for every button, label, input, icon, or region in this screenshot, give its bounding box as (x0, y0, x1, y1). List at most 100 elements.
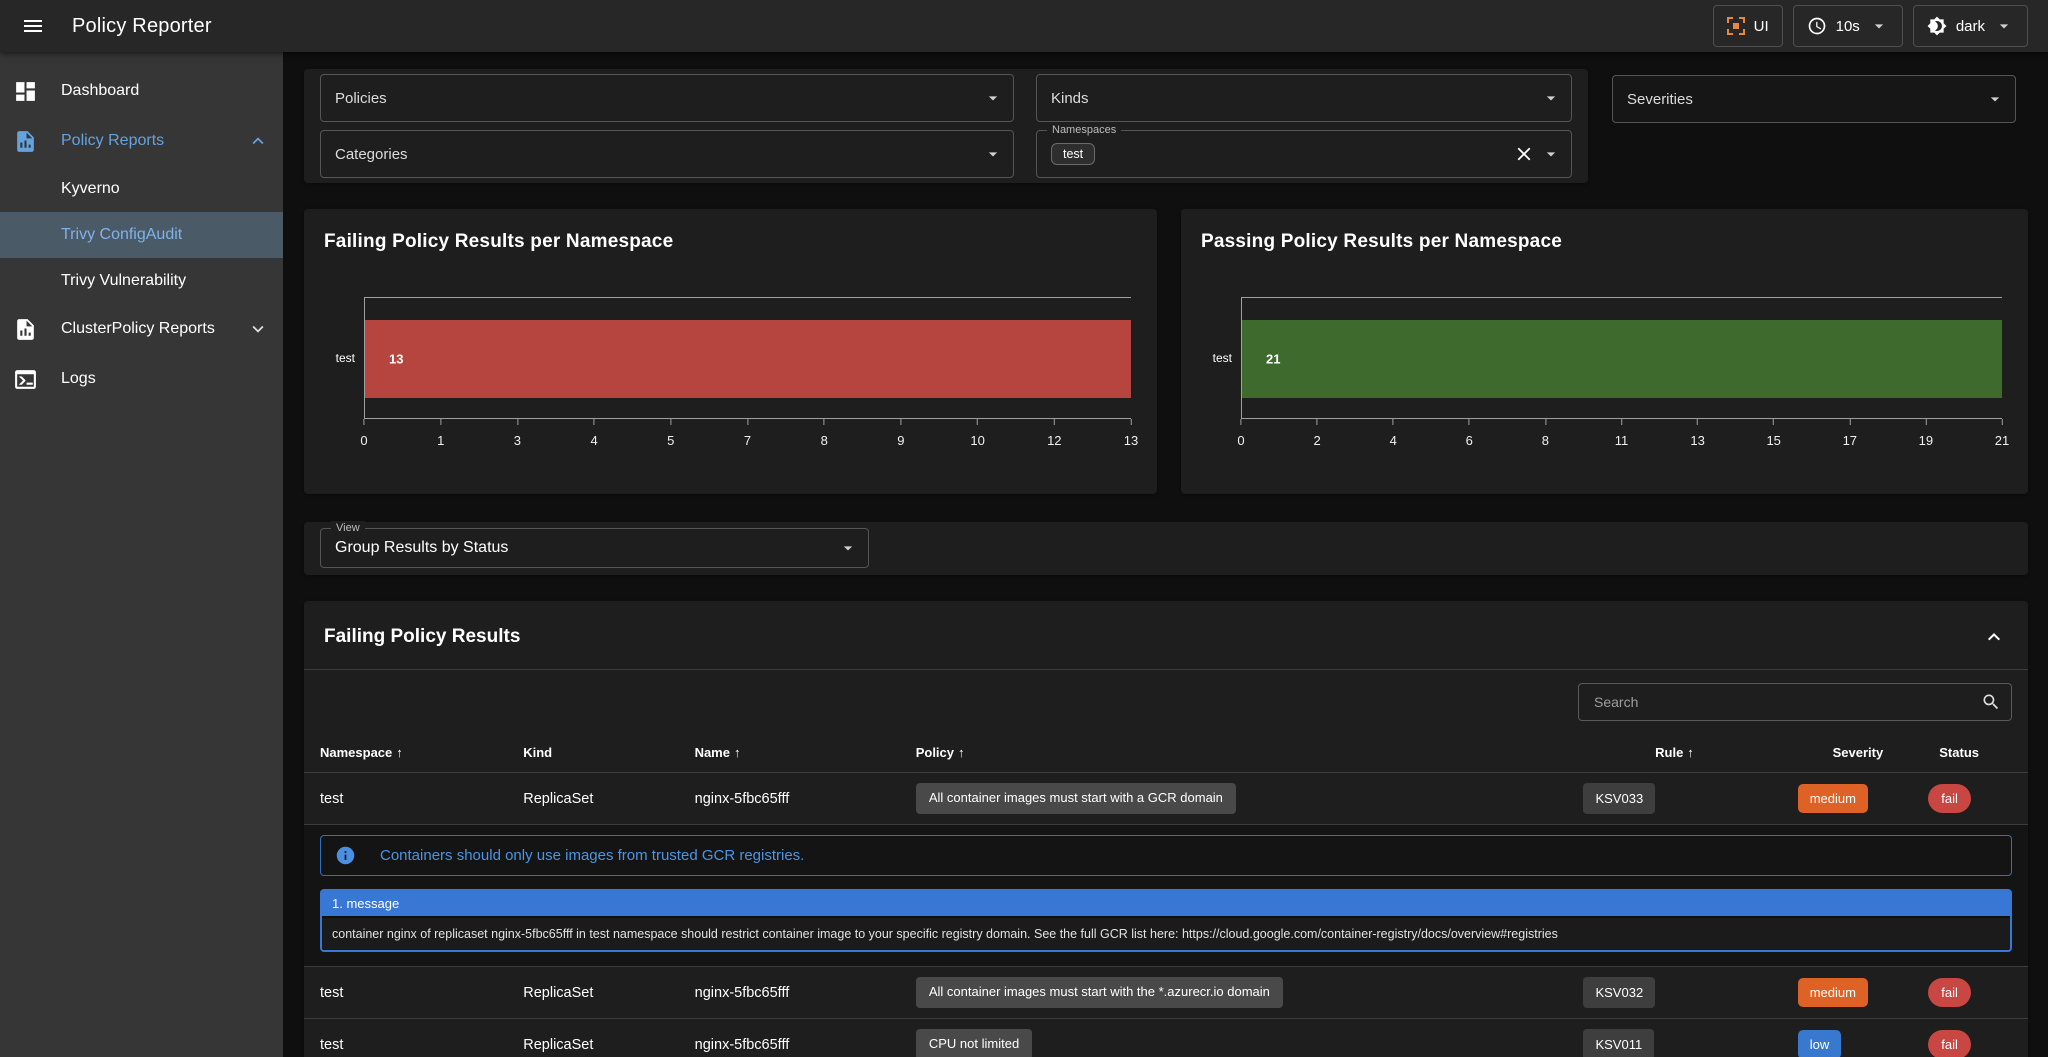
search-input[interactable] (1592, 693, 1981, 711)
sidebar-item-trivy-configaudit[interactable]: Trivy ConfigAudit (0, 212, 283, 258)
cell-rule: KSV032 (1583, 977, 1797, 1008)
x-axis-tick-label: 0 (360, 433, 367, 448)
sidebar-item-logs[interactable]: Logs (0, 354, 283, 404)
column-header-namespace[interactable]: Namespace↑ (320, 745, 523, 760)
x-axis-tick: 10 (970, 419, 984, 448)
namespaces-select[interactable]: Namespaces test (1036, 130, 1572, 178)
chevron-down-icon (838, 538, 858, 558)
policies-select[interactable]: Policies (320, 74, 1014, 122)
table-row[interactable]: testReplicaSetnginx-5fbc65fffCPU not lim… (304, 1019, 2028, 1057)
x-axis-tick-label: 1 (437, 433, 444, 448)
x-axis-tick: 2 (1313, 419, 1320, 448)
sidebar-item-kyverno[interactable]: Kyverno (0, 166, 283, 212)
x-axis-tick: 21 (1995, 419, 2009, 448)
failing-chart-card: Failing Policy Results per Namespace tes… (304, 209, 1157, 494)
filters-card: Policies Kinds Categories Namespaces (304, 69, 1588, 183)
sort-asc-icon: ↑ (396, 745, 403, 760)
x-axis-tick: 1 (437, 419, 444, 448)
refresh-interval-value: 10s (1836, 18, 1860, 35)
column-header-kind[interactable]: Kind (523, 745, 694, 760)
collapse-icon[interactable] (1982, 625, 2006, 649)
severity-badge: low (1798, 1030, 1842, 1057)
view-select[interactable]: View Group Results by Status (320, 528, 869, 568)
x-axis-tick-label: 17 (1843, 433, 1857, 448)
view-card: View Group Results by Status (304, 522, 2028, 575)
chevron-down-icon (1869, 16, 1889, 36)
x-axis-tick: 12 (1047, 419, 1061, 448)
x-axis-ticks: 01345789101213 (364, 419, 1131, 455)
chevron-down-icon (1541, 88, 1561, 108)
sidebar-item-policy-reports[interactable]: Policy Reports (0, 116, 283, 166)
categories-select-label: Categories (335, 146, 408, 163)
cell-namespace: test (320, 1037, 523, 1053)
theme-select[interactable]: dark (1913, 5, 2028, 47)
cell-namespace: test (320, 791, 523, 807)
column-header-severity[interactable]: Severity (1798, 745, 1913, 760)
table-row[interactable]: testReplicaSetnginx-5fbc65fffAll contain… (304, 967, 2028, 1019)
results-title: Failing Policy Results (324, 626, 520, 648)
sidebar-item-clusterpolicy-reports[interactable]: ClusterPolicy Reports (0, 304, 283, 354)
ui-button[interactable]: UI (1713, 5, 1783, 47)
kinds-select-label: Kinds (1051, 90, 1089, 107)
refresh-interval-select[interactable]: 10s (1793, 5, 1903, 47)
x-axis-tick-label: 9 (897, 433, 904, 448)
policy-chip: All container images must start with a G… (916, 783, 1236, 814)
kinds-select[interactable]: Kinds (1036, 74, 1572, 122)
column-header-label: Severity (1833, 745, 1884, 760)
chevron-down-icon (1541, 144, 1561, 164)
x-axis-tick: 6 (1466, 419, 1473, 448)
column-header-status[interactable]: Status (1912, 745, 2012, 760)
cell-rule: KSV033 (1583, 783, 1797, 814)
file-chart-icon (13, 317, 38, 342)
clear-icon[interactable] (1513, 143, 1535, 165)
severities-select[interactable]: Severities (1612, 75, 2016, 123)
column-header-policy[interactable]: Policy↑ (916, 745, 1583, 760)
sidebar-item-trivy-vulnerability[interactable]: Trivy Vulnerability (0, 258, 283, 304)
column-header-label: Rule (1655, 745, 1683, 760)
column-header-rule[interactable]: Rule↑ (1583, 745, 1797, 760)
categories-select[interactable]: Categories (320, 130, 1014, 178)
x-axis-tick-label: 10 (970, 433, 984, 448)
chart-title: Failing Policy Results per Namespace (324, 231, 1131, 253)
result-detail: Containers should only use images from t… (304, 825, 2028, 967)
column-header-label: Status (1939, 745, 1979, 760)
dashboard-icon (13, 79, 38, 104)
x-axis-tick: 7 (744, 419, 751, 448)
cell-policy: All container images must start with the… (916, 977, 1584, 1008)
message-table-header: 1. message (322, 891, 2010, 916)
x-axis-tick-label: 8 (821, 433, 828, 448)
x-axis-tick-label: 4 (1390, 433, 1397, 448)
status-badge: fail (1928, 1030, 1971, 1057)
x-axis-tick-label: 8 (1542, 433, 1549, 448)
cell-name: nginx-5fbc65fff (695, 1037, 916, 1053)
table-row[interactable]: testReplicaSetnginx-5fbc65fffAll contain… (304, 773, 2028, 825)
cell-namespace: test (320, 985, 523, 1001)
x-axis-tick-label: 11 (1615, 433, 1629, 448)
x-axis-tick-label: 13 (1124, 433, 1138, 448)
policies-select-label: Policies (335, 90, 387, 107)
sidebar-item-dashboard[interactable]: Dashboard (0, 66, 283, 116)
cell-severity: medium (1798, 784, 1913, 813)
cell-policy: CPU not limited (916, 1029, 1584, 1057)
bar-value-label: 13 (389, 352, 403, 367)
x-axis-tick-label: 0 (1237, 433, 1244, 448)
cell-status: fail (1912, 978, 2012, 1007)
search-icon (1981, 692, 2001, 712)
x-axis-tick-label: 6 (1466, 433, 1473, 448)
bar-value-label: 21 (1266, 352, 1280, 367)
chevron-down-icon (983, 88, 1003, 108)
x-axis-tick: 19 (1919, 419, 1933, 448)
y-axis-category-label: test (1201, 297, 1241, 419)
cell-status: fail (1912, 784, 2012, 813)
x-axis-tick-label: 7 (744, 433, 751, 448)
rule-chip: KSV032 (1583, 977, 1655, 1008)
chevron-down-icon (1985, 89, 2005, 109)
passing-chart-card: Passing Policy Results per Namespace tes… (1181, 209, 2028, 494)
clock-icon (1807, 16, 1827, 36)
column-header-name[interactable]: Name↑ (695, 745, 916, 760)
sort-asc-icon: ↑ (958, 745, 965, 760)
menu-icon[interactable] (20, 13, 46, 39)
cell-rule: KSV011 (1583, 1029, 1797, 1057)
sidebar-nav: DashboardPolicy ReportsKyvernoTrivy Conf… (0, 66, 283, 404)
x-axis-tick: 13 (1124, 419, 1138, 448)
